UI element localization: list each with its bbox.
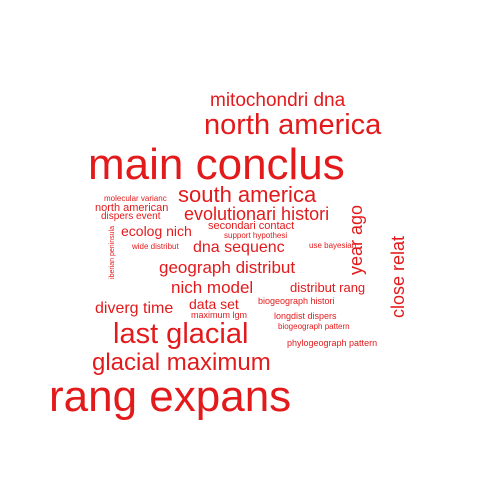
word-ecolog-nich: ecolog nich bbox=[121, 223, 192, 239]
word-maximum-lgm: maximum lgm bbox=[191, 310, 248, 320]
word-glacial-maximum: glacial maximum bbox=[92, 349, 271, 376]
word-secondari-contact: secondari contact bbox=[208, 220, 295, 232]
word-year-ago: year ago bbox=[346, 204, 367, 276]
word-iberian-peninsula: iberian peninsula bbox=[108, 226, 116, 279]
word-main-conclus: main conclus bbox=[88, 140, 345, 189]
word-north-american: north american bbox=[95, 202, 169, 214]
word-evolutionari-histori: evolutionari histori bbox=[184, 204, 330, 224]
word-biogeograph-pattern: biogeograph pattern bbox=[278, 322, 350, 331]
word-diverg-time: diverg time bbox=[95, 300, 174, 317]
word-wide-distribut: wide distribut bbox=[132, 242, 179, 251]
word-biogeograph-histori: biogeograph histori bbox=[258, 296, 335, 306]
word-dna-sequenc: dna sequenc bbox=[193, 239, 285, 256]
word-phylogeograph-pattern: phylogeograph pattern bbox=[287, 338, 378, 348]
word-distribut-rang: distribut rang bbox=[290, 280, 366, 295]
word-rang-expans: rang expans bbox=[49, 372, 292, 421]
word-data-set: data set bbox=[189, 296, 239, 312]
word-longdist-dispers: longdist dispers bbox=[274, 311, 337, 321]
word-geograph-distribut: geograph distribut bbox=[159, 258, 296, 277]
word-south-america: south america bbox=[178, 182, 317, 207]
word-molecular-varianc: molecular varianc bbox=[104, 194, 167, 203]
word-support-hypothesi: support hypothesi bbox=[224, 231, 288, 240]
word-nich-model: nich model bbox=[171, 278, 254, 297]
word-close-relat: close relat bbox=[388, 235, 409, 319]
word-mitochondri-dna: mitochondri dna bbox=[210, 90, 346, 111]
word-north-america: north america bbox=[204, 109, 382, 141]
word-use-bayesian: use bayesian bbox=[309, 241, 357, 250]
word-dispers-event: dispers event bbox=[101, 211, 161, 222]
word-last-glacial: last glacial bbox=[113, 318, 249, 350]
